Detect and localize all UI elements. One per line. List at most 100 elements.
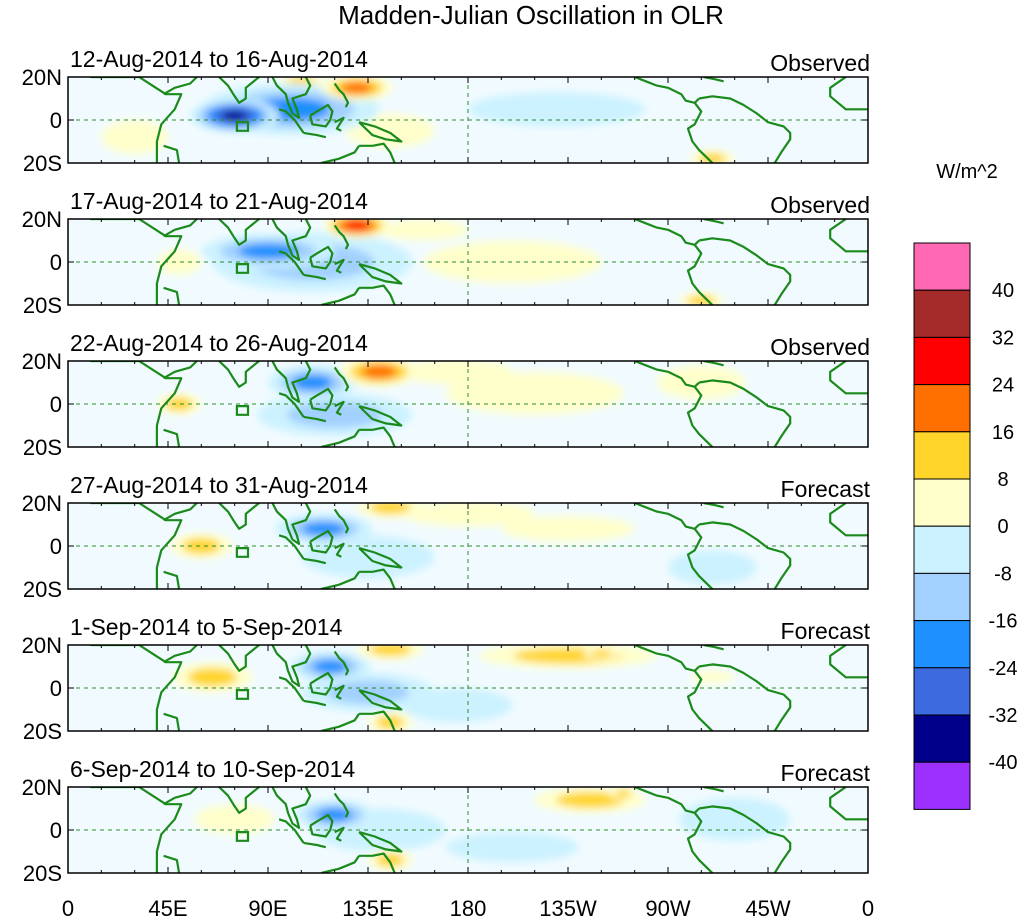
anomaly-contour <box>286 401 383 428</box>
coastline <box>358 263 403 285</box>
coastline <box>271 503 312 545</box>
coastline <box>686 528 714 589</box>
coastline <box>829 361 868 395</box>
coastline <box>278 108 305 134</box>
coastline <box>829 77 868 111</box>
coastline <box>309 387 334 412</box>
y-tick-label: 20N <box>22 349 62 374</box>
coastlines <box>90 361 868 447</box>
colorbar-level-label: -8 <box>994 563 1012 585</box>
coastline <box>321 145 361 163</box>
anomaly-contour <box>301 522 346 536</box>
coastlines <box>90 787 868 873</box>
coastline <box>359 284 396 305</box>
anomaly-contour <box>468 92 646 127</box>
anomaly-contour <box>345 113 435 148</box>
reference-box <box>235 405 250 416</box>
coastline <box>334 116 345 132</box>
anomaly-contour <box>556 791 625 808</box>
coastline <box>686 670 714 731</box>
anomaly-contour <box>345 220 369 230</box>
coastline <box>686 102 714 163</box>
panel-period: 12-Aug-2014 to 16-Aug-2014 <box>70 46 368 72</box>
coastline <box>309 813 334 838</box>
y-tick-label: 20S <box>23 151 62 176</box>
anomaly-contour <box>238 243 298 259</box>
colorbar-swatch <box>913 572 971 622</box>
colorbar-level-label: 0 <box>997 516 1008 538</box>
coastline <box>309 103 334 128</box>
x-tick-label: 135W <box>539 896 597 920</box>
colorbar-swatch <box>913 525 971 574</box>
coastline <box>698 521 792 589</box>
anomaly-contour <box>501 515 635 542</box>
anomaly-contour <box>292 374 333 391</box>
coastline <box>698 663 792 731</box>
panel-1: 20N 0 20S 12-Aug-2014 to 16-Aug-2014 Observe… <box>22 46 870 176</box>
coastline <box>303 841 327 849</box>
anomaly-contour <box>156 249 202 275</box>
coastline <box>321 571 361 589</box>
coastline <box>358 121 403 143</box>
panel-period: 17-Aug-2014 to 21-Aug-2014 <box>70 188 368 214</box>
coastline <box>829 503 868 537</box>
x-tick-label: 0 <box>62 896 74 920</box>
reference-box <box>235 263 250 274</box>
coastline <box>321 287 361 305</box>
coastline <box>218 645 260 672</box>
anomaly-contour <box>679 797 791 841</box>
coastline <box>163 219 198 238</box>
coastline <box>359 710 396 731</box>
anomaly-contour <box>445 371 624 415</box>
anomaly-contour <box>361 365 397 379</box>
y-tick-label: 0 <box>50 818 62 843</box>
coastline <box>333 508 350 534</box>
coastlines <box>90 77 868 163</box>
panel-type: Forecast <box>781 760 871 786</box>
colorbar-level-label: 8 <box>997 469 1008 491</box>
coastline <box>359 568 396 589</box>
coastline <box>321 713 361 731</box>
colorbar-level-label: 24 <box>992 375 1014 397</box>
x-tick-label: 135E <box>342 896 393 920</box>
coastlines <box>90 503 868 589</box>
y-tick-label: 20N <box>22 775 62 800</box>
coastline <box>278 392 305 418</box>
coastline <box>218 219 260 246</box>
x-tick-label: 45W <box>745 896 790 920</box>
coastline <box>163 645 198 664</box>
coastline <box>90 503 183 589</box>
coastline <box>271 77 312 119</box>
colorbar-swatch <box>913 761 971 810</box>
coastline <box>271 787 312 829</box>
colorbar-swatch <box>913 714 971 763</box>
anomaly-contour <box>668 550 757 585</box>
anomaly-contour <box>590 649 613 658</box>
coastline <box>333 82 350 108</box>
panel-type: Observed <box>770 50 870 76</box>
anomaly-contour <box>445 832 580 863</box>
coastlines <box>90 645 868 731</box>
anomaly-contour <box>187 667 238 687</box>
coastline <box>334 542 345 558</box>
colorbar-swatch <box>913 242 971 291</box>
coastline <box>278 250 305 276</box>
coastline <box>163 428 181 447</box>
coastline <box>218 361 260 388</box>
coastline <box>634 77 700 104</box>
y-tick-label: 0 <box>50 250 62 275</box>
coastline <box>333 650 350 676</box>
anomaly-contour <box>165 397 193 411</box>
coastline <box>309 671 334 696</box>
panel-5: 20N 0 20S 1-Sep-2014 to 5-Sep-2014 Forecast <box>22 614 871 744</box>
x-tick-label: 90E <box>248 896 287 920</box>
panel-4: 20N 0 20S 27-Aug-2014 to 31-Aug-2014 Forecas… <box>22 472 871 602</box>
coastline <box>334 826 345 842</box>
coastline <box>829 219 868 253</box>
y-tick-label: 20S <box>23 435 62 460</box>
coastline <box>358 547 403 569</box>
coastline <box>334 684 345 700</box>
coastline <box>334 258 345 274</box>
coastline <box>309 245 334 270</box>
colorbar-swatch <box>913 620 971 669</box>
